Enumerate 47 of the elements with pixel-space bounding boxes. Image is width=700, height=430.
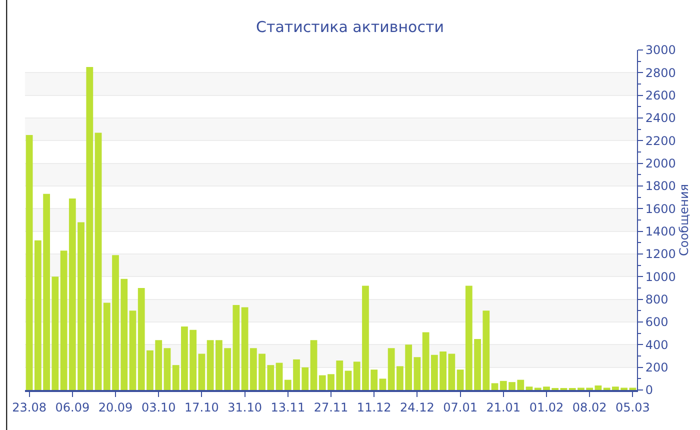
y2-tick-label: 2400 (645, 111, 676, 126)
x-tick-label: 21.01 (486, 400, 521, 414)
chart-title: Статистика активности (256, 18, 444, 36)
x-tick-label: 27.11 (314, 400, 348, 414)
bar (198, 354, 206, 390)
y2-tick-label: 2600 (645, 88, 676, 103)
bar (491, 383, 498, 390)
bar (344, 370, 352, 390)
bar (414, 357, 421, 390)
y2-tick-label: 1200 (645, 247, 676, 262)
y2-tick-label: 1600 (645, 202, 676, 216)
y2-tick-label: 1400 (645, 224, 676, 239)
y2-tick-label: 0 (645, 383, 654, 398)
y2-axis-title: Сообщения (676, 184, 691, 256)
bar (310, 340, 318, 390)
bar (456, 370, 464, 390)
bar (379, 378, 386, 390)
y2-tick-label: 400 (645, 338, 668, 352)
x-tick-label: 06.09 (55, 400, 90, 414)
x-tick-label: 17.10 (184, 400, 219, 414)
x-tick-label: 08.02 (572, 400, 607, 414)
x-tick-label: 20.09 (98, 400, 133, 414)
bar (164, 348, 171, 390)
bar (594, 385, 602, 390)
y2-tick-label: 3000 (645, 43, 676, 58)
x-tick-label: 23.08 (12, 400, 46, 414)
y2-tick-label: 2800 (645, 66, 676, 80)
bar (129, 310, 136, 390)
bar (94, 132, 102, 390)
x-tick-label: 31.10 (228, 400, 262, 414)
x-tick-label: 07.01 (443, 400, 478, 414)
bar (60, 250, 68, 390)
y2-tick-label: 2200 (645, 134, 676, 148)
x-tick-label: 05.03 (616, 400, 650, 414)
y2-tick-label: 2000 (645, 156, 676, 171)
x-tick-label: 03.10 (141, 400, 176, 414)
y2-tick-label: 800 (645, 292, 668, 307)
bar (276, 362, 283, 390)
x-tick-label: 11.12 (356, 400, 392, 414)
x-tick-label: 13.11 (270, 400, 306, 414)
y2-tick-label: 200 (645, 360, 668, 375)
y2-tick-label: 1000 (645, 270, 676, 284)
y2-tick-label: 1800 (645, 179, 676, 194)
x-tick-label: 01.02 (529, 400, 564, 414)
y2-tick-label: 600 (645, 315, 668, 330)
x-tick-label: 24.12 (400, 400, 434, 414)
bar (526, 386, 533, 390)
